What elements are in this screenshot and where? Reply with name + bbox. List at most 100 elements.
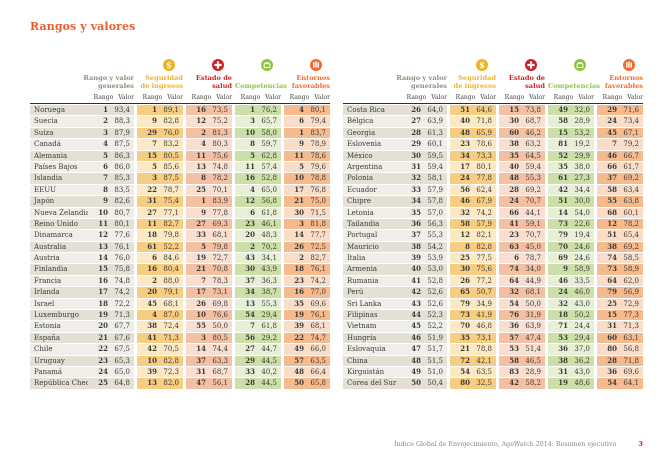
rank-value: 51 [450, 105, 470, 116]
score-value: 78,8 [304, 173, 330, 184]
score-value: 52,2 [421, 321, 447, 332]
rank-value: 11 [186, 150, 206, 161]
score-value: 77,1 [157, 207, 183, 218]
table-body: Noruega 1 93,4 1 89,1 16 73,5 1 76,2 4 80,1 Suecia 2… [30, 103, 330, 389]
health-cross-icon [212, 58, 224, 71]
rank-value: 25 [597, 298, 617, 310]
rank-value: 12 [88, 230, 108, 241]
rank-value: 3 [284, 218, 304, 230]
country-name: Georgia [343, 127, 401, 139]
rank-value: 71 [548, 321, 568, 332]
table-row: Austria 14 76,0 6 84,6 19 72,7 43 34,1 2 82,7 [30, 253, 330, 264]
score-value: 80,1 [470, 161, 496, 173]
rank-value: 30 [499, 116, 519, 127]
score-value: 44,9 [519, 275, 545, 287]
rank-value: 16 [137, 264, 157, 275]
score-value: 71,3 [108, 310, 134, 321]
country-name: Costa Rica [343, 105, 401, 116]
rank-value: 46 [548, 275, 568, 287]
table-row: Nueva Zelandia 10 80,7 27 77,1 9 77,8 6 61,8 30 71… [30, 207, 330, 218]
country-name: Letonia [343, 207, 401, 218]
score-value: 76,2 [255, 105, 281, 116]
score-value: 56,1 [206, 378, 232, 389]
score-value: 73,3 [470, 150, 496, 161]
score-value: 89,1 [157, 105, 183, 116]
rank-value: 18 [137, 230, 157, 241]
score-value: 82,8 [157, 116, 183, 127]
score-value: 63,9 [519, 321, 545, 332]
rank-value: 58 [597, 184, 617, 196]
page-number: 3 [638, 440, 643, 448]
score-value: 56,8 [255, 196, 281, 207]
rank-value: 64 [499, 275, 519, 287]
rank-value: 25 [450, 253, 470, 264]
score-value: 67,5 [108, 344, 134, 355]
table-row: Vietnam 45 52,2 70 46,8 36 63,9 71 24,4 31 71,3 [343, 321, 643, 332]
score-value: 74,8 [206, 161, 232, 173]
score-value: 28,9 [519, 366, 545, 378]
rank-value: 1 [88, 105, 108, 116]
country-name: Italia [343, 253, 401, 264]
score-value: 84,6 [157, 253, 183, 264]
column-title-income-security: Seguridad de ingresos [453, 74, 496, 90]
score-value: 82,8 [470, 241, 496, 253]
score-value: 63,1 [617, 332, 643, 344]
rank-value: 15 [137, 150, 157, 161]
rank-value: 23 [499, 230, 519, 241]
rank-value: 56 [235, 332, 255, 344]
rank-value: 41 [499, 218, 519, 230]
rank-value: 9 [88, 196, 108, 207]
table-row: Portugal 37 55,3 12 82,1 23 70,7 79 19,4 51 65,4 [343, 230, 643, 241]
score-value: 78,8 [470, 344, 496, 355]
general-group-spacer [343, 58, 447, 71]
rank-value: 39 [137, 366, 157, 378]
country-name: Islandia [30, 173, 88, 184]
capability-briefcase-icon [261, 58, 273, 71]
score-value: 65,3 [108, 355, 134, 366]
score-value: 58,9 [568, 264, 594, 275]
rank-value: 79 [450, 298, 470, 310]
score-value: 76,1 [108, 241, 134, 253]
table-row: Ecuador 33 57,9 56 62,4 28 69,2 42 34,4 58 63,4 [343, 184, 643, 196]
rank-value: 23 [88, 355, 108, 366]
score-value: 34,0 [519, 264, 545, 275]
country-name: Suiza [30, 127, 88, 139]
score-value: 59,4 [421, 161, 447, 173]
table-row: Georgia 28 61,3 48 65,9 60 46,2 15 53,2 45 67,1 [343, 127, 643, 139]
rank-value: 31 [186, 366, 206, 378]
score-value: 56,9 [617, 287, 643, 298]
table-row: Bélgica 27 63,9 40 71,8 30 68,7 58 28,9 24 73,4 [343, 116, 643, 127]
score-value: 63,3 [206, 355, 232, 366]
score-value: 66,7 [617, 150, 643, 161]
country-name: Kirguistán [343, 366, 401, 378]
rank-value: 28 [401, 127, 421, 139]
score-value: 65,4 [617, 230, 643, 241]
rank-value: 35 [499, 150, 519, 161]
score-value: 65,7 [255, 116, 281, 127]
rank-value: 29 [137, 127, 157, 139]
rank-value: 2 [186, 127, 206, 139]
table-row: Dinamarca 12 77,6 18 79,8 33 68,1 20 48,3 14 77,7 [30, 230, 330, 241]
rank-value: 80 [450, 378, 470, 389]
rank-value: 80 [597, 344, 617, 355]
score-value: 52,6 [421, 287, 447, 298]
rank-value: 55 [597, 196, 617, 207]
rank-value: 7 [597, 139, 617, 150]
table-row: Chile 22 67,5 42 70,5 14 74,4 27 44,7 49 66,0 [30, 344, 330, 355]
score-value: 64,8 [108, 378, 134, 389]
score-value: 77,3 [617, 310, 643, 321]
rank-value: 27 [186, 218, 206, 230]
rank-value: 19 [186, 253, 206, 264]
score-value: 79,2 [617, 139, 643, 150]
score-value: 74,8 [108, 275, 134, 287]
score-value: 58,1 [421, 173, 447, 184]
score-value: 72,7 [206, 253, 232, 264]
rank-value: 12 [186, 116, 206, 127]
score-value: 64,1 [617, 378, 643, 389]
rank-value: 35 [401, 207, 421, 218]
score-value: 68,1 [206, 230, 232, 241]
column-title-capability: Competencias [235, 82, 287, 90]
rank-value: 22 [88, 344, 108, 355]
table-row: Panamá 24 65,0 39 72,3 31 68,7 33 40,2 48 66,4 [30, 366, 330, 378]
score-value: 68,7 [206, 366, 232, 378]
